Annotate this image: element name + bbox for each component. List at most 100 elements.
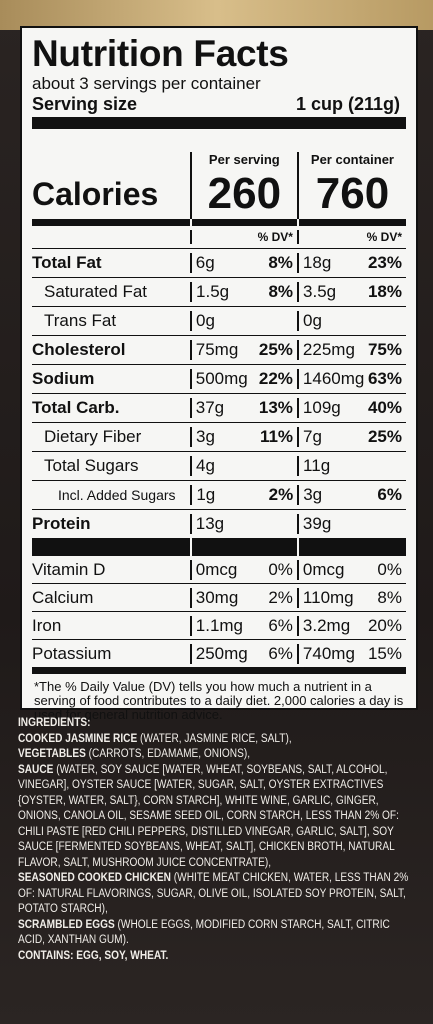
serving-amount: 6g	[195, 253, 215, 272]
vitamin-name: Iron	[32, 615, 62, 635]
calories-per-container: 760	[296, 169, 406, 219]
serving-size-row: Serving size 1 cup (211g)	[32, 94, 406, 114]
container-dv: 0%	[377, 559, 402, 579]
serving-amount: 30mg	[195, 587, 239, 607]
nutrient-name: Trans Fat	[44, 311, 117, 330]
serving-amount: 1.5g	[196, 282, 230, 301]
serving-amount: 250mg	[195, 643, 248, 663]
ingredient-sauce: SAUCE (WATER, SOY SAUCE [WATER, WHEAT, S…	[18, 763, 399, 869]
nutrition-facts-title: Nutrition Facts	[32, 33, 289, 74]
nutrient-row: Total Carb. 37g 13% 109g 40%	[32, 394, 406, 423]
medium-divider-row	[32, 219, 406, 226]
container-amount: 225mg	[302, 340, 355, 359]
serving-amount: 13g	[195, 514, 225, 533]
container-amount: 7g	[303, 427, 322, 446]
dv-header-serving: % DV*	[189, 230, 297, 244]
container-amount: 1460mg	[302, 369, 365, 388]
per-serving-header: Per serving	[189, 152, 297, 169]
servings-per-container: about 3 servings per container	[32, 74, 261, 93]
container-dv: 15%	[367, 643, 402, 663]
black-divider-row	[32, 538, 406, 556]
container-amount: 3.5g	[303, 282, 337, 301]
nutrition-facts-panel: Nutrition Facts about 3 servings per con…	[20, 26, 418, 722]
serving-amount: 1.1mg	[195, 615, 244, 635]
ingredient-eggs: SCRAMBLED EGGS (WHOLE EGGS, MODIFIED COR…	[18, 918, 390, 947]
calories-row: Calories 260 760	[32, 169, 406, 219]
container-amount: 109g	[302, 398, 341, 417]
calories-label: Calories	[32, 175, 159, 212]
container-dv: 18%	[367, 282, 402, 301]
container-dv: 20%	[367, 615, 402, 635]
vitamin-name: Vitamin D	[32, 559, 106, 579]
nutrient-name: Sodium	[32, 369, 95, 388]
serving-dv: 6%	[268, 615, 293, 635]
ingredient-chicken: SEASONED COOKED CHICKEN (WHITE MEAT CHIC…	[18, 872, 409, 915]
nutrient-row: Sodium 500mg 22% 1460mg 63%	[32, 365, 406, 394]
container-dv: 40%	[367, 398, 402, 417]
serving-dv: 22%	[258, 369, 293, 388]
container-amount: 0mcg	[302, 559, 345, 579]
container-dv: 75%	[367, 340, 402, 359]
nutrient-row: Cholesterol 75mg 25% 225mg 75%	[32, 336, 406, 365]
nutrient-name: Dietary Fiber	[44, 427, 142, 446]
serving-amount: 0g	[196, 311, 215, 330]
container-amount: 11g	[303, 456, 331, 475]
serving-dv: 11%	[259, 427, 294, 446]
nutrient-name: Protein	[32, 514, 91, 533]
container-dv: 63%	[367, 369, 402, 388]
container-dv: 8%	[377, 587, 402, 607]
ingredient-rice: COOKED JASMINE RICE (WATER, JASMINE RICE…	[18, 732, 292, 745]
serving-dv: 8%	[268, 253, 293, 272]
serving-dv: 2%	[268, 485, 294, 504]
vitamin-name: Calcium	[32, 587, 94, 607]
container-amount: 740mg	[302, 643, 355, 663]
serving-size-value: 1 cup (211g)	[295, 94, 400, 114]
ingredient-vegetables: VEGETABLES (CARROTS, EDAMAME, ONIONS),	[18, 748, 251, 760]
container-amount: 3g	[303, 485, 323, 504]
nutrient-name: Cholesterol	[32, 340, 126, 359]
nutrient-name: Incl. Added Sugars	[58, 487, 176, 503]
serving-amount: 3g	[196, 427, 215, 446]
serving-amount: 500mg	[195, 369, 248, 388]
calories-per-serving: 260	[189, 169, 297, 219]
serving-dv: 0%	[268, 559, 293, 579]
nutrient-name: Total Fat	[32, 253, 102, 272]
serving-dv: 6%	[268, 643, 293, 663]
nutrient-row: Dietary Fiber 3g 11% 7g 25%	[32, 423, 406, 452]
serving-amount: 0mcg	[195, 559, 238, 579]
nutrient-row: Total Fat 6g 8% 18g 23%	[32, 249, 406, 278]
nutrient-name: Total Sugars	[44, 456, 139, 475]
serving-dv: 13%	[258, 398, 293, 417]
nutrient-row: Trans Fat 0g 0g	[32, 307, 406, 336]
per-container-header: Per container	[296, 152, 406, 169]
vitamin-row: Potassium 250mg 6% 740mg 15%	[32, 640, 406, 667]
nutrient-row: Incl. Added Sugars 1g 2% 3g 6%	[32, 481, 406, 510]
nutrient-table: Per serving Per container Calories 260 7…	[32, 129, 406, 667]
package-top-band	[0, 0, 433, 30]
serving-amount: 1g	[196, 485, 216, 504]
ingredients-heading: INGREDIENTS:	[18, 717, 91, 729]
vitamin-row: Calcium 30mg 2% 110mg 8%	[32, 584, 406, 612]
nutrient-row: Total Sugars 4g 11g	[32, 452, 406, 481]
serving-dv: 8%	[268, 282, 294, 301]
column-header-row: Per serving Per container	[32, 129, 406, 169]
nutrient-row: Saturated Fat 1.5g 8% 3.5g 18%	[32, 278, 406, 307]
container-amount: 0g	[303, 311, 322, 330]
serving-dv: 25%	[258, 340, 293, 359]
serving-amount: 4g	[196, 456, 215, 475]
serving-amount: 37g	[195, 398, 225, 417]
serving-amount: 75mg	[195, 340, 239, 359]
thick-divider	[32, 117, 406, 129]
daily-value-footnote: *The % Daily Value (DV) tells you how mu…	[32, 667, 406, 722]
nutrient-name: Saturated Fat	[44, 282, 148, 301]
container-dv: 23%	[367, 253, 402, 272]
serving-size-label: Serving size	[32, 94, 138, 114]
container-amount: 110mg	[302, 587, 354, 607]
nutrient-name: Total Carb.	[32, 398, 120, 417]
serving-dv: 2%	[268, 587, 293, 607]
nutrient-row: Protein 13g 39g	[32, 510, 406, 538]
dv-header-container: % DV*	[296, 230, 406, 244]
container-amount: 39g	[302, 514, 332, 533]
allergen-contains: CONTAINS: EGG, SOY, WHEAT.	[18, 949, 169, 962]
vitamin-row: Iron 1.1mg 6% 3.2mg 20%	[32, 612, 406, 640]
